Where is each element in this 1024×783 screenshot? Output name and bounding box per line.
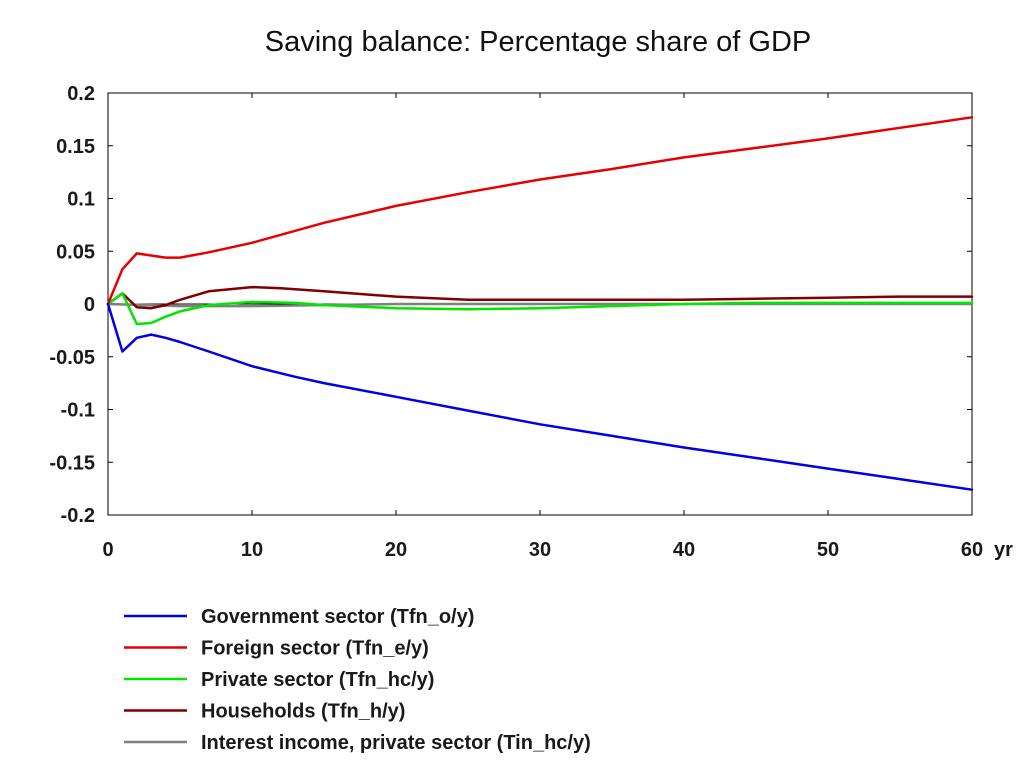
legend-label-3: Households (Tfn_h/y) [201, 701, 405, 723]
x-axis: 0 10 20 30 40 50 60 yr [102, 93, 1013, 561]
legend: Government sector (Tfn_o/y) Foreign secto… [124, 606, 591, 754]
y-tick-label: 0.2 [67, 83, 95, 105]
y-tick-label: 0.15 [56, 136, 95, 158]
x-tick-label: 10 [241, 539, 263, 561]
x-tick-label: 30 [529, 539, 551, 561]
y-tick-label: -0.05 [49, 347, 95, 369]
x-tick-label: 60 [961, 539, 983, 561]
y-tick-label: 0 [84, 294, 95, 316]
series-line-1 [106, 116, 974, 306]
y-tick-label: 0.1 [67, 189, 95, 211]
series-layer [106, 116, 974, 491]
x-unit-label: yr [994, 539, 1013, 561]
y-tick-label: -0.1 [61, 400, 95, 422]
legend-label-2: Private sector (Tfn_hc/y) [201, 669, 434, 691]
legend-label-1: Foreign sector (Tfn_e/y) [201, 638, 429, 660]
legend-label-0: Government sector (Tfn_o/y) [201, 606, 474, 628]
y-axis: 0.2 0.15 0.1 0.05 0 -0.05 -0.1 -0.15 -0.2 [49, 83, 972, 527]
x-tick-label: 20 [385, 539, 407, 561]
y-tick-label: -0.15 [49, 452, 95, 474]
y-tick-label: -0.2 [61, 505, 95, 527]
x-tick-label: 0 [102, 539, 113, 561]
series-line-2 [106, 292, 974, 326]
x-tick-label: 40 [673, 539, 695, 561]
series-line-0 [106, 302, 974, 491]
series-line-3 [106, 285, 974, 310]
x-tick-label: 50 [817, 539, 839, 561]
y-tick-label: 0.05 [56, 241, 95, 263]
legend-label-4: Interest income, private sector (Tin_hc/… [201, 732, 591, 754]
chart-title: Saving balance: Percentage share of GDP [265, 26, 812, 58]
